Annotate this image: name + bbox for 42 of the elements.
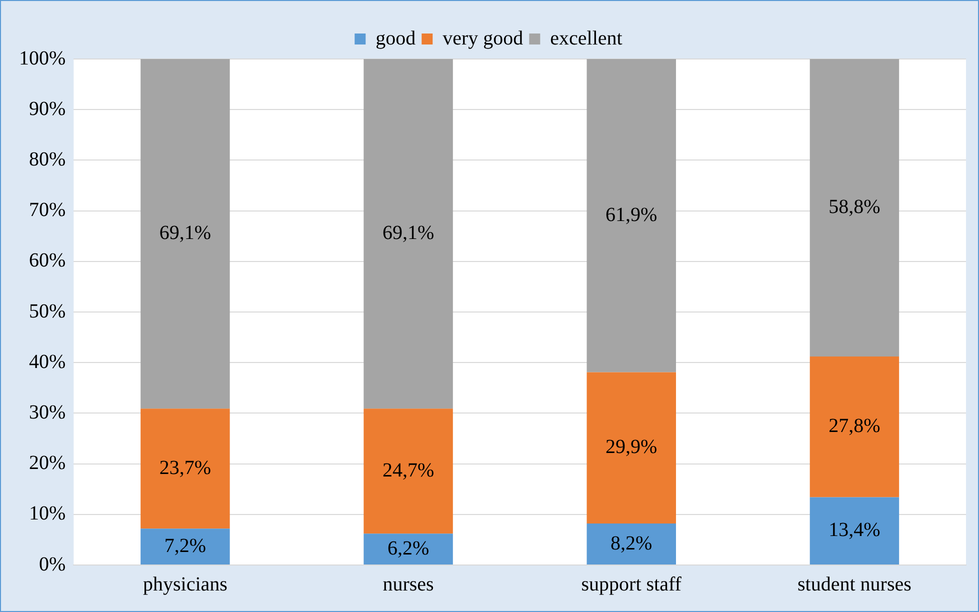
bar [364, 59, 453, 409]
bar [810, 356, 900, 498]
data-label: 58,8% [828, 196, 880, 218]
data-label: 7,2% [164, 534, 206, 557]
data-label: 23,7% [159, 456, 212, 479]
y-tick-label: 90% [28, 98, 66, 120]
y-tick-label: 70% [28, 199, 66, 222]
bar [140, 59, 230, 409]
data-label: 69,1% [159, 222, 212, 244]
data-label: 27,8% [828, 415, 880, 438]
y-tick-label: 0% [38, 553, 66, 576]
bar [586, 524, 676, 564]
bar [586, 372, 676, 524]
bar [586, 59, 676, 372]
data-label: 29,9% [606, 436, 658, 458]
x-tick-label: nurses [382, 573, 434, 596]
bar [364, 534, 453, 564]
y-tick-label: 20% [28, 452, 66, 474]
bar [140, 408, 230, 529]
bar [140, 528, 230, 564]
x-tick-label: student nurses [798, 573, 912, 596]
data-label: 69,1% [382, 222, 434, 244]
y-tick-label: 80% [28, 148, 66, 170]
data-label: 24,7% [382, 459, 434, 482]
bar [810, 59, 900, 357]
y-tick-label: 30% [28, 401, 66, 424]
data-label: 6,2% [387, 537, 430, 560]
y-tick-label: 10% [28, 502, 66, 525]
y-tick-label: 60% [28, 250, 66, 272]
y-tick-label: 40% [28, 350, 66, 373]
x-tick-label: support staff [581, 573, 682, 596]
y-tick-label: 100% [18, 47, 66, 70]
y-tick-label: 50% [28, 300, 66, 322]
x-tick-label: physicians [142, 573, 228, 596]
legend-label: excellent [550, 27, 623, 50]
legend-label: very good [442, 27, 524, 50]
data-label: 61,9% [606, 204, 658, 226]
data-label: 13,4% [828, 519, 880, 542]
bar [810, 497, 900, 564]
legend-label: good [376, 27, 416, 50]
data-label: 8,2% [610, 532, 652, 554]
bar [364, 408, 453, 534]
